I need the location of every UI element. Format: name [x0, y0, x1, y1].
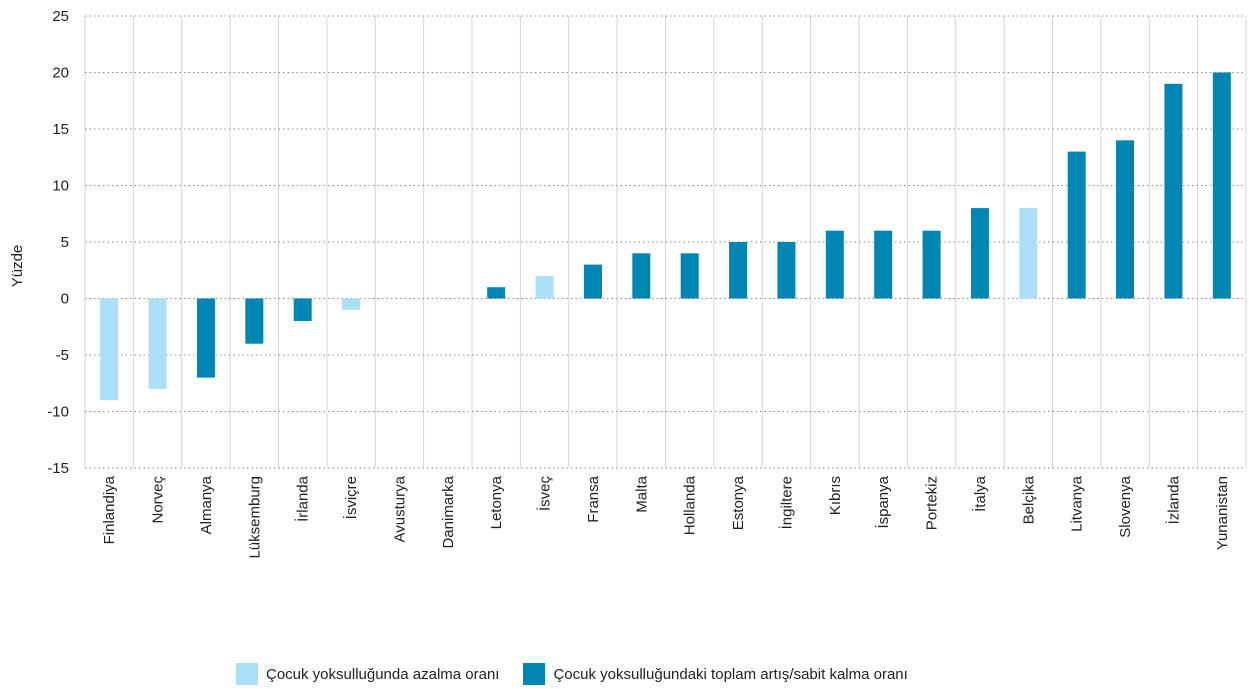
- bar-increase: [196, 298, 215, 378]
- y-tick-label: 5: [61, 234, 69, 251]
- bars: [100, 72, 1231, 401]
- bar-increase: [1067, 151, 1086, 299]
- bar-decrease: [535, 275, 554, 299]
- x-tick-label: Kıbrıs: [827, 476, 844, 515]
- y-axis-label: Yüzde: [9, 245, 26, 288]
- legend-swatch-dark: [523, 663, 546, 685]
- x-tick-label: Slovenya: [1117, 475, 1134, 537]
- bar-decrease: [100, 298, 119, 401]
- bar-decrease: [1019, 208, 1038, 299]
- x-tick-label: Yunanistan: [1214, 476, 1231, 550]
- y-tick-label: -5: [56, 347, 69, 364]
- bar-increase: [729, 242, 748, 299]
- x-tick-label: Danimarka: [440, 475, 457, 548]
- y-tick-label: 0: [61, 291, 69, 308]
- x-tick-label: Finlandiya: [101, 475, 118, 544]
- x-tick-label: Lüksemburg: [246, 476, 263, 559]
- x-tick-label: Hollanda: [682, 475, 699, 535]
- legend-swatch-light: [236, 663, 258, 685]
- x-tick-label: Litvanya: [1069, 475, 1086, 532]
- bar-increase: [922, 230, 941, 299]
- bar-increase: [293, 298, 312, 322]
- x-tick-label: İtalya: [971, 475, 989, 512]
- bar-increase: [245, 298, 264, 344]
- x-tick-label: Estonya: [730, 475, 747, 530]
- legend: Çocuk yoksulluğunda azalma oranı Çocuk y…: [236, 663, 908, 685]
- bar-decrease: [148, 298, 167, 389]
- bar-increase: [487, 287, 506, 299]
- x-tick-label: İspanya: [874, 475, 892, 528]
- x-tick-label: İsviçre: [342, 476, 360, 519]
- bar-increase: [1116, 140, 1135, 299]
- x-tick-label: Norveç: [150, 476, 167, 524]
- x-tick-label: İngiltere: [777, 476, 795, 529]
- bar-decrease: [342, 298, 361, 310]
- y-tick-label: 15: [52, 121, 69, 138]
- bar-increase: [680, 253, 699, 299]
- x-tick-label: İzlanda: [1164, 475, 1182, 524]
- bar-chart: 25 20 15 10 5 0 -5 -10 -15 Yüzde Finlandiya Norve…: [9, 8, 1247, 559]
- bar-increase: [1164, 83, 1183, 299]
- y-tick-label: 25: [52, 8, 69, 25]
- y-tick-label: -10: [47, 404, 69, 421]
- bar-increase: [970, 208, 989, 299]
- x-tick-label: Avusturya: [391, 475, 408, 542]
- x-tick-label: Almanya: [198, 475, 215, 534]
- x-tick-label: Letonya: [488, 475, 505, 529]
- x-tick-label: İsveç: [536, 476, 554, 512]
- legend-label-increase: Çocuk yoksulluğundaki toplam artış/sabit…: [553, 665, 908, 683]
- y-tick-label: -15: [47, 460, 69, 477]
- x-tick-label: İrlanda: [294, 475, 312, 522]
- x-axis-labels: Finlandiya Norveç Almanya Lüksemburg İrlanda…: [101, 475, 1231, 558]
- bar-increase: [874, 230, 893, 299]
- x-tick-label: Belçika: [1020, 475, 1037, 524]
- x-tick-label: Malta: [633, 475, 650, 512]
- y-axis-ticks: 25 20 15 10 5 0 -5 -10 -15: [47, 8, 69, 477]
- bar-increase: [825, 230, 844, 299]
- legend-label-decrease: Çocuk yoksulluğunda azalma oranı: [266, 665, 500, 683]
- x-tick-label: Fransa: [585, 475, 602, 522]
- x-tick-label: Portekiz: [924, 476, 941, 530]
- horizontal-gridlines: [85, 15, 1246, 469]
- legend-item-increase: Çocuk yoksulluğundaki toplam artış/sabit…: [523, 663, 908, 685]
- bar-increase: [1212, 72, 1231, 299]
- y-tick-label: 10: [52, 178, 69, 195]
- legend-item-decrease: Çocuk yoksulluğunda azalma oranı: [236, 663, 499, 685]
- bar-increase: [632, 253, 651, 299]
- bar-increase: [583, 264, 602, 299]
- bar-increase: [777, 242, 796, 299]
- y-tick-label: 20: [52, 65, 69, 82]
